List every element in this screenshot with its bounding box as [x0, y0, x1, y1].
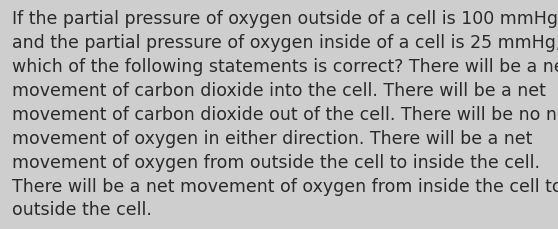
Text: If the partial pressure of oxygen outside of a cell is 100 mmHg
and the partial : If the partial pressure of oxygen outsid…: [12, 10, 558, 218]
